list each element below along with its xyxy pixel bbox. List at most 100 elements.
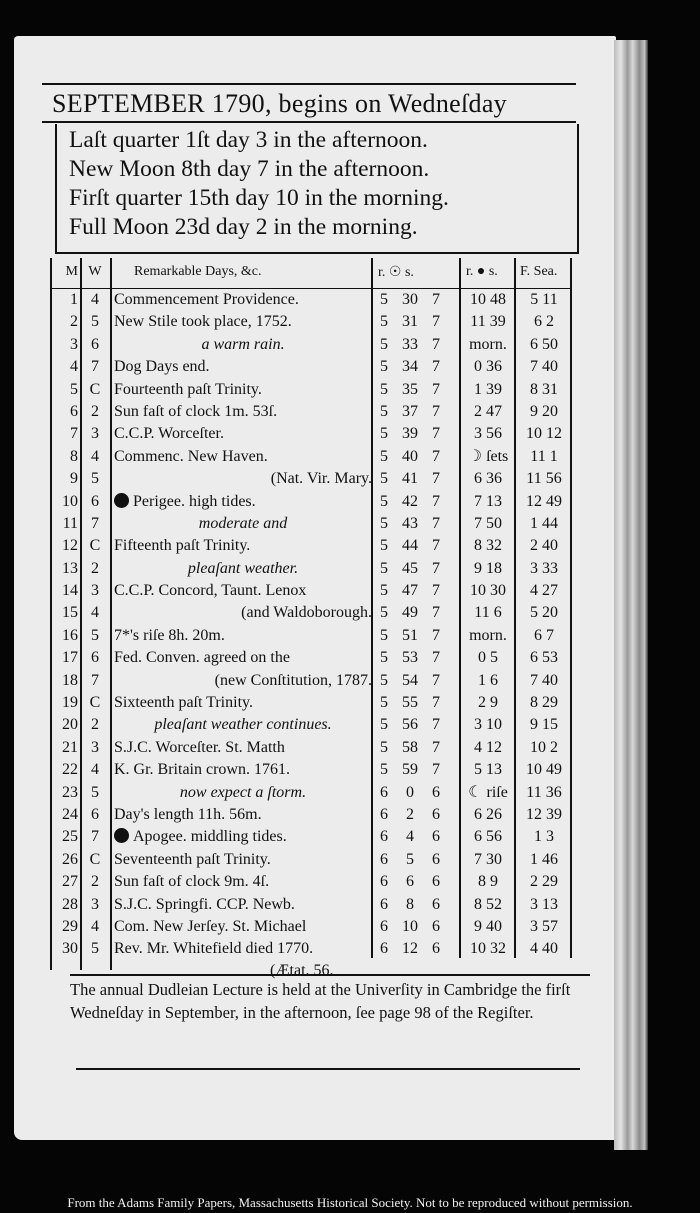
remark: Apogee. middling tides.	[114, 826, 372, 848]
sun-set-hour: 7	[432, 358, 440, 376]
column-rule	[459, 258, 461, 958]
sun-rise-min: 54	[402, 671, 418, 689]
full-sea-time: 3 13	[530, 895, 558, 913]
remark: Commenc. New Haven.	[114, 447, 268, 465]
sun-rise-hour: 5	[380, 604, 388, 622]
sun-rise-min: 45	[402, 559, 418, 577]
month-day: 28	[62, 895, 78, 913]
sun-rise-min: 39	[402, 425, 418, 443]
moon-time: 10 30	[470, 582, 506, 600]
sun-rise-hour: 6	[380, 783, 388, 801]
sun-set-hour: 6	[432, 895, 440, 913]
full-sea-time: 12 39	[526, 805, 562, 823]
sun-rise-hour: 5	[380, 514, 388, 532]
sun-rise-min: 30	[402, 291, 418, 308]
footnote: The annual Dudleian Lecture is held at t…	[70, 974, 590, 1024]
sun-set-hour: 7	[432, 291, 440, 308]
sun-rise-hour: 5	[380, 694, 388, 712]
month-day: 2	[70, 313, 78, 331]
remark: Seventeenth paſt Trinity.	[114, 850, 271, 868]
sun-rise-hour: 5	[380, 492, 388, 510]
full-sea-time: 1 3	[534, 828, 554, 846]
moon-time: 10 32	[470, 940, 506, 958]
sun-rise-hour: 5	[380, 671, 388, 689]
moon-time: 1 6	[478, 671, 498, 689]
table-row: 9 5 (Nat. Vir. Mary. 5 41 7 6 36 11 56	[52, 468, 572, 490]
sun-rise-hour: 5	[380, 537, 388, 555]
sun-rise-min: 34	[402, 358, 418, 376]
sun-set-hour: 7	[432, 380, 440, 398]
sun-rise-hour: 5	[380, 716, 388, 734]
month-day: 7	[70, 425, 78, 443]
remark: 7*'s riſe 8h. 20m.	[114, 626, 225, 644]
table-row: 30 5 Rev. Mr. Whitefield died 1770. 6 12 6 10 …	[52, 938, 572, 960]
remark-text: Perigee. high tides.	[133, 492, 256, 510]
table-row: 4 7 Dog Days end. 5 34 7 0 36 7 40	[52, 356, 572, 378]
remark: (Nat. Vir. Mary.	[270, 470, 372, 488]
remark: Sixteenth paſt Trinity.	[114, 694, 253, 712]
remark-text: Apogee. middling tides.	[133, 828, 287, 846]
full-sea-time: 4 27	[530, 582, 558, 600]
week-day: 4	[91, 447, 99, 465]
remark: now expect a ſtorm.	[179, 783, 307, 801]
sun-rise-hour: 5	[380, 402, 388, 420]
sun-rise-min: 51	[402, 626, 418, 644]
month-day: 25	[62, 828, 78, 846]
column-rule	[371, 258, 373, 958]
sun-set-hour: 7	[432, 470, 440, 488]
sun-rise-min: 8	[406, 895, 414, 913]
week-day: C	[89, 380, 101, 398]
sun-rise-min: 42	[402, 492, 418, 510]
remark: Dog Days end.	[114, 358, 210, 376]
remark: Com. New Jerſey. St. Michael	[114, 917, 307, 935]
sun-set-hour: 6	[432, 917, 440, 935]
moon-time: 6 36	[474, 470, 502, 488]
sun-set-hour: 6	[432, 783, 440, 801]
sun-set-hour: 7	[432, 716, 440, 734]
table-row: 12 C Fifteenth paſt Trinity. 5 44 7 8 32 2 40	[52, 535, 572, 557]
table-row: 22 4 K. Gr. Britain crown. 1761. 5 59 7 5 13 10…	[52, 759, 572, 781]
sun-set-hour: 7	[432, 694, 440, 712]
sun-set-hour: 7	[432, 582, 440, 600]
moon-time: 2 47	[474, 402, 502, 420]
sun-rise-min: 43	[402, 514, 418, 532]
sun-set-hour: 7	[432, 604, 440, 622]
sun-rise-hour: 5	[380, 582, 388, 600]
sun-set-hour: 7	[432, 537, 440, 555]
full-sea-time: 6 50	[530, 335, 558, 353]
month-day: 9	[70, 470, 78, 488]
month-day: 5	[70, 380, 78, 398]
week-day: C	[89, 850, 101, 868]
full-sea-time: 6 53	[530, 649, 558, 667]
sun-set-hour: 7	[432, 425, 440, 443]
week-day: 6	[91, 649, 99, 667]
header-full-sea: F. Sea.	[520, 264, 558, 279]
month-day: 4	[70, 358, 78, 376]
sun-set-hour: 7	[432, 514, 440, 532]
week-day: 5	[91, 940, 99, 958]
week-day: 7	[91, 514, 99, 532]
sun-rise-hour: 5	[380, 470, 388, 488]
table-row: 29 4 Com. New Jerſey. St. Michael 6 10 6 9 40 3…	[52, 916, 572, 938]
header-moon: r. ● s.	[466, 264, 498, 279]
table-row: 8 4 Commenc. New Haven. 5 40 7 ☽ ſets 11 1	[52, 446, 572, 468]
month-day: 21	[62, 738, 78, 756]
moon-time: 0 36	[474, 358, 502, 376]
sun-rise-min: 10	[402, 917, 418, 935]
full-sea-time: 11 56	[526, 470, 562, 488]
moon-time: 7 30	[474, 850, 502, 868]
month-day: 11	[62, 514, 78, 532]
moon-time: ☾ riſe	[468, 783, 508, 801]
month-day: 17	[62, 649, 78, 667]
sun-rise-hour: 5	[380, 447, 388, 465]
sun-rise-hour: 6	[380, 828, 388, 846]
full-sea-time: 10 2	[530, 738, 558, 756]
remark: a warm rain.	[201, 335, 285, 353]
full-sea-time: 9 20	[530, 402, 558, 420]
sun-rise-hour: 6	[380, 917, 388, 935]
sun-rise-hour: 5	[380, 313, 388, 331]
sun-set-hour: 6	[432, 940, 440, 958]
sun-rise-min: 35	[402, 380, 418, 398]
table-row: 7 3 C.C.P. Worceſter. 5 39 7 3 56 10 12	[52, 423, 572, 445]
